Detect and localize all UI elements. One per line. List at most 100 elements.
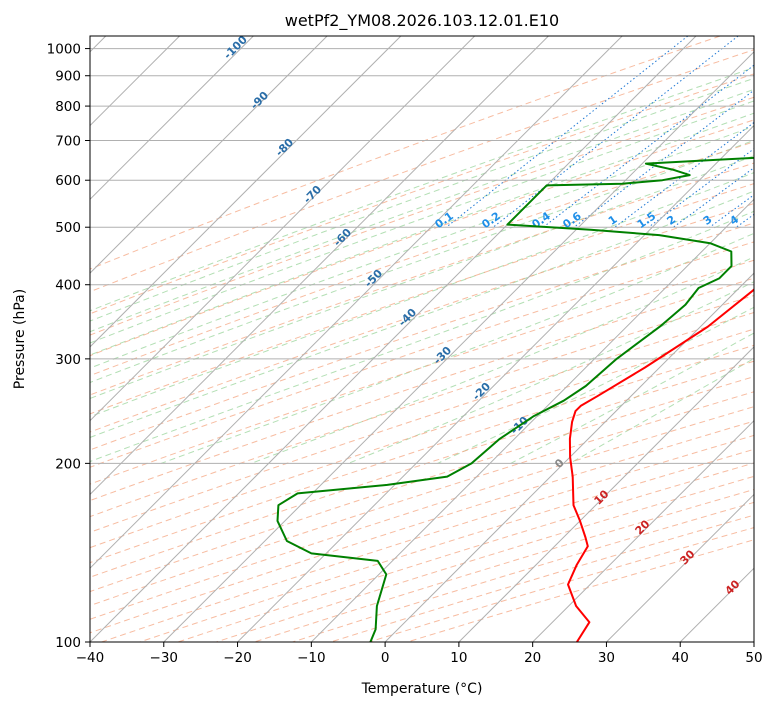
isotherm-line — [753, 641, 754, 642]
dry-adiabat — [90, 328, 754, 549]
isotherm-line — [679, 567, 754, 642]
isotherm-line — [532, 419, 754, 642]
mixing-ratio-line — [542, 64, 754, 228]
mixing-ratio-label: 6 — [766, 213, 775, 228]
plot-frame — [89, 35, 755, 643]
mixing-ratio-line — [445, 36, 689, 228]
moist-adiabat — [90, 125, 754, 369]
profile-series — [276, 156, 754, 642]
x-tick-label: 40 — [672, 650, 689, 666]
isotherm-line — [606, 493, 754, 642]
isotherm-line — [90, 36, 623, 569]
isotherm-label: -30 — [431, 344, 454, 367]
y-tick-label: 300 — [55, 352, 81, 368]
isotherm-label: -100 — [221, 33, 250, 62]
mixing-ratio-line — [673, 167, 754, 228]
dry-adiabat — [90, 119, 754, 357]
dry-adiabat — [90, 183, 754, 415]
dry-adiabat — [292, 501, 754, 642]
moist-adiabat — [90, 66, 754, 312]
y-tick-label: 700 — [55, 133, 81, 149]
x-tick-label: 10 — [450, 650, 467, 666]
dry-adiabat — [90, 312, 754, 533]
y-tick-label: 100 — [55, 635, 81, 651]
moist-adiabat-label: 10 — [592, 487, 612, 507]
temperature-profile-line — [567, 288, 754, 642]
x-axis-label: Temperature (°C) — [361, 681, 483, 697]
plot-area: -100-90-80-70-60-50-40-30-20-10 0.1 0.2 0.… — [90, 33, 775, 642]
moist-adiabat — [90, 100, 754, 344]
dry-adiabat — [90, 162, 754, 396]
dry-adiabat — [90, 294, 754, 518]
dry-adiabat — [90, 241, 754, 468]
isotherm-line — [310, 198, 754, 642]
y-tick-label: 200 — [55, 456, 81, 472]
isotherm-line — [90, 36, 549, 496]
x-tick-label: −30 — [150, 650, 179, 666]
dry-adiabat — [90, 222, 754, 451]
dry-adiabat — [90, 391, 754, 607]
isobar-grid — [90, 48, 754, 642]
dry-adiabat — [90, 259, 754, 485]
x-tick-label: −40 — [76, 650, 105, 666]
mixing-ratio-label: 0.2 — [479, 209, 502, 231]
x-tick-label: 50 — [745, 650, 762, 666]
x-tick-label: 20 — [524, 650, 541, 666]
mixing-ratio-label: 4 — [727, 213, 741, 228]
y-tick-label: 800 — [55, 99, 81, 115]
dry-adiabat — [368, 527, 754, 642]
chart-title: wetPf2_YM08.2026.103.12.01.E10 — [285, 11, 559, 31]
mixing-ratio-label: 1.5 — [635, 209, 658, 231]
isotherm-label: -80 — [273, 136, 296, 159]
isotherm-label: -20 — [470, 380, 493, 403]
dry-adiabat — [90, 202, 754, 433]
moist-adiabat-label: 30 — [678, 547, 698, 567]
dry-adiabats — [90, 36, 754, 642]
isotherm-line — [90, 36, 402, 348]
y-tick-label: 600 — [55, 173, 81, 189]
isotherm-line — [90, 36, 328, 274]
y-tick-label: 900 — [55, 69, 81, 85]
mixing-ratio-label: 1 — [606, 213, 620, 228]
y-axis-label: Pressure (hPa) — [12, 289, 28, 389]
dry-adiabat — [90, 360, 754, 578]
y-axis: 100 200 300 400 500 600 700 800 900 1000 — [47, 42, 90, 651]
moist-adiabat-label: 40 — [723, 577, 743, 597]
dry-adiabat — [90, 49, 754, 293]
x-tick-label: 30 — [598, 650, 615, 666]
isotherm-label: -90 — [248, 89, 271, 112]
x-tick-label: 0 — [381, 650, 390, 666]
isotherm-label: -60 — [331, 226, 354, 249]
moist-adiabat — [90, 112, 754, 356]
y-tick-label: 1000 — [47, 42, 81, 58]
isotherm-label: -50 — [362, 267, 385, 290]
moist-adiabat — [437, 306, 754, 464]
mixing-ratio-line — [614, 121, 754, 228]
isotherm-line — [458, 346, 754, 642]
mixing-ratio-lines — [445, 36, 754, 228]
dry-adiabat — [90, 141, 754, 377]
dry-adiabat — [90, 73, 754, 315]
x-axis: −40 −30 −20 −10 0 10 20 30 40 50 — [76, 642, 763, 666]
dry-adiabat — [90, 277, 754, 502]
moist-adiabat — [90, 190, 754, 438]
dry-adiabat — [330, 514, 754, 642]
dewpoint-profile-line — [276, 156, 754, 642]
moist-adiabat — [348, 281, 754, 464]
isotherm-line — [237, 124, 754, 642]
dry-adiabat — [90, 344, 754, 564]
y-tick-label: 500 — [55, 220, 81, 236]
isotherm-line — [163, 51, 754, 642]
dry-adiabat — [90, 406, 754, 620]
isotherm-line — [90, 36, 254, 201]
isotherm-line — [90, 36, 697, 642]
mixing-ratio-line — [492, 36, 739, 228]
skewed-isotherm-grid — [90, 36, 754, 642]
dry-adiabat — [90, 36, 721, 270]
mixing-ratio-line — [735, 213, 754, 228]
x-tick-label: −10 — [297, 650, 326, 666]
dry-adiabat — [90, 96, 754, 336]
moist-adiabats — [90, 66, 754, 464]
